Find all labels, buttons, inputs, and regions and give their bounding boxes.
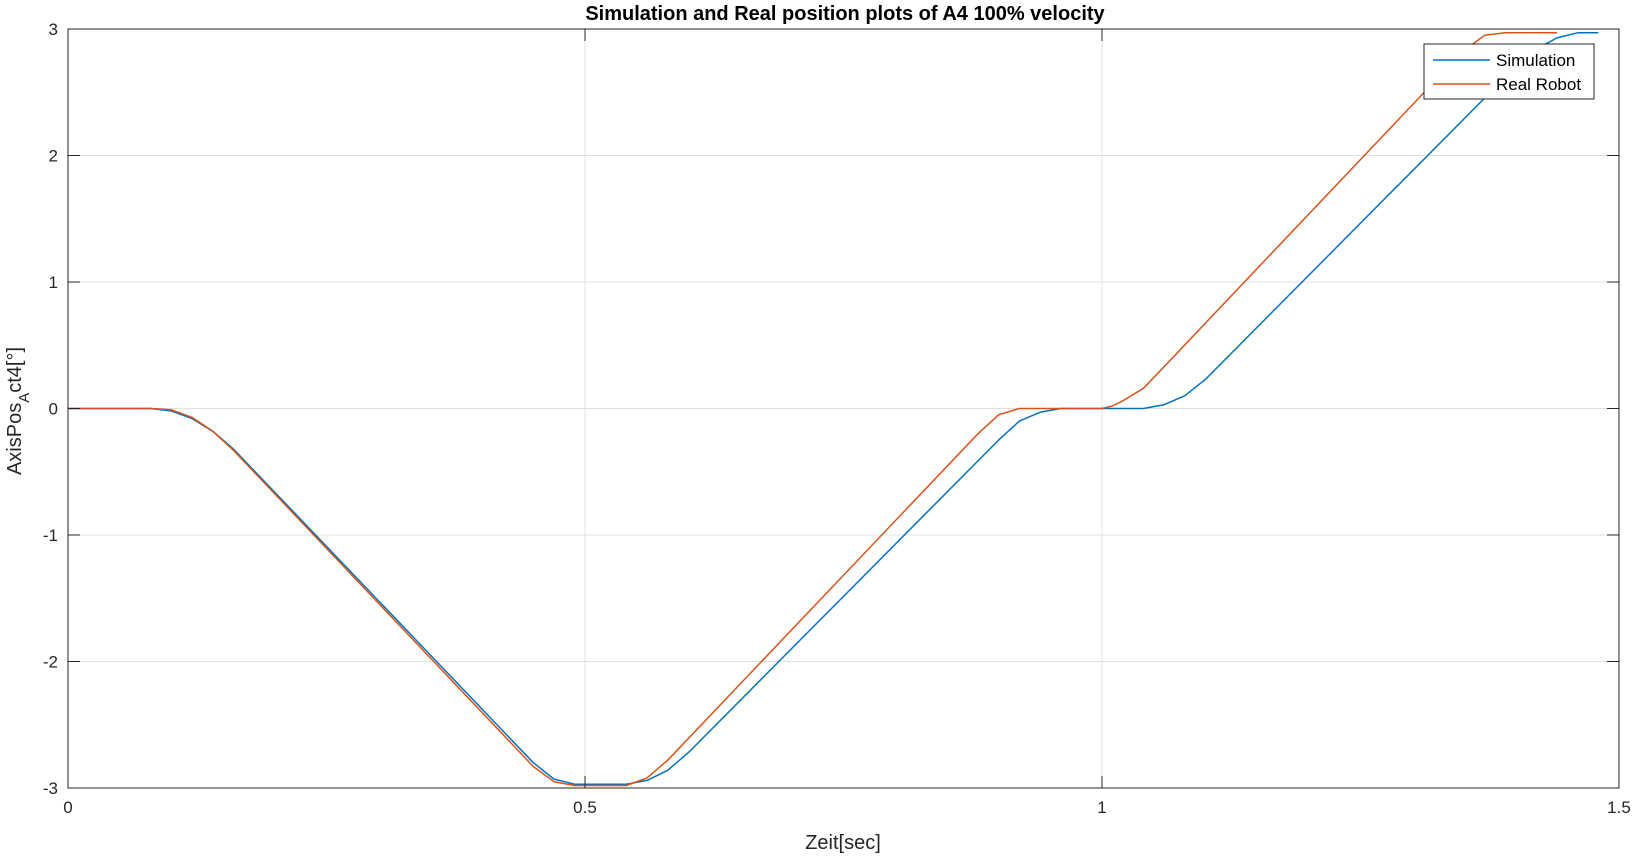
y-axis-label-tail: ct4[°] xyxy=(4,347,26,393)
x-tick-label: 1.5 xyxy=(1607,798,1631,817)
series-line-real-robot xyxy=(68,32,1557,787)
y-axis-label-main: AxisPos xyxy=(4,403,26,475)
legend: Simulation Real Robot xyxy=(1423,43,1595,100)
x-tick-label: 0 xyxy=(63,798,72,817)
plot-area: 0 0.5 1 1.5 -3 -2 -1 0 1 2 3 xyxy=(43,20,1631,817)
legend-label-real-robot: Real Robot xyxy=(1496,75,1581,94)
chart-title: Simulation and Real position plots of A4… xyxy=(585,3,1105,25)
legend-label-simulation: Simulation xyxy=(1496,51,1575,70)
y-tick-label: -1 xyxy=(43,526,58,545)
tick-labels: 0 0.5 1 1.5 -3 -2 -1 0 1 2 3 xyxy=(43,20,1631,817)
y-tick-label: 1 xyxy=(49,273,58,292)
y-axis-label: AxisPosAct4[°] xyxy=(4,347,33,475)
y-tick-label: -2 xyxy=(43,653,58,672)
series-group xyxy=(68,32,1599,787)
y-tick-label: 2 xyxy=(49,147,58,166)
x-axis-label: Zeit[sec] xyxy=(805,832,881,854)
legend-box xyxy=(1423,43,1595,100)
y-axis-label-subscript: A xyxy=(16,393,33,403)
y-tick-label: 3 xyxy=(49,20,58,39)
x-tick-label: 1 xyxy=(1097,798,1106,817)
y-tick-label: 0 xyxy=(49,400,58,419)
tick-marks xyxy=(67,28,1620,789)
y-tick-label: -3 xyxy=(43,779,58,798)
x-tick-label: 0.5 xyxy=(573,798,597,817)
